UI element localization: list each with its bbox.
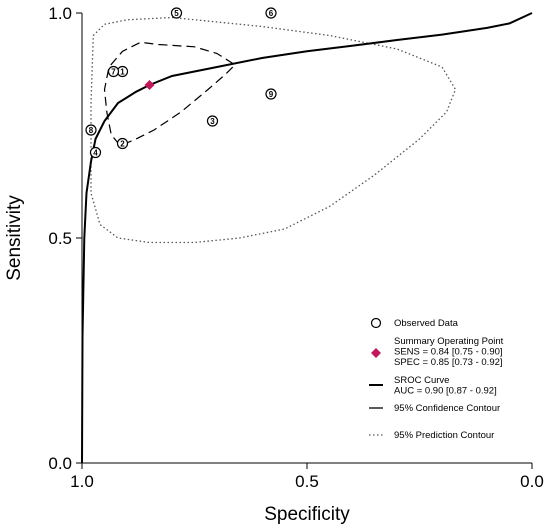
study-marker: [85, 124, 97, 136]
study-point: 7: [107, 65, 120, 78]
y-tick-label: 0.5: [48, 229, 72, 248]
y-tick-label: 1.0: [48, 4, 72, 23]
legend-entry-prediction: 95% Prediction Contour: [369, 430, 494, 441]
summary-operating-point: [144, 80, 155, 90]
study-point: 3: [206, 115, 219, 127]
legend-text: SROC Curve: [394, 375, 449, 386]
study-label: 2: [120, 140, 125, 149]
study-label: 1: [120, 68, 125, 77]
study-marker: [107, 65, 120, 78]
study-point: 4: [89, 146, 102, 159]
study-label: 3: [210, 117, 215, 126]
study-point: 2: [116, 137, 129, 150]
legend-entry-confidence: 95% Confidence Contour: [369, 403, 500, 414]
sroc-curve: [81, 12, 533, 464]
study-label: 8: [89, 126, 94, 135]
legend-text: Summary Operating Point: [394, 336, 504, 347]
legend-observed-symbol: [370, 317, 382, 329]
prediction-contour: [90, 16, 457, 244]
study-marker: [265, 7, 277, 19]
x-tick-label: 0.5: [295, 472, 319, 491]
confidence-contour: [103, 41, 236, 147]
study-marker: [170, 7, 183, 19]
legend-text: SPEC = 0.85 [0.73 - 0.92]: [394, 357, 503, 368]
study-point: 5: [170, 7, 183, 19]
study-point: 8: [85, 124, 97, 136]
legend-text: SENS = 0.84 [0.75 - 0.90]: [394, 347, 503, 358]
plot-area: 1 2 3 4 5 6 7 8 9: [81, 7, 533, 464]
x-tick-label: 1.0: [70, 472, 94, 491]
study-label: 9: [269, 90, 274, 99]
x-axis-title: Specificity: [264, 504, 350, 525]
legend-text: AUC = 0.90 [0.87 - 0.92]: [394, 386, 497, 397]
study-label: 7: [111, 68, 116, 77]
legend-entry-observed: Observed Data: [370, 317, 459, 329]
study-marker: [89, 146, 102, 159]
axis-ticks: 1.0 0.5 0.0 0.0 0.5 1.0: [48, 4, 543, 491]
study-label: 5: [174, 9, 179, 18]
y-axis-title: Sensitivity: [4, 195, 25, 281]
legend-text: Observed Data: [394, 318, 459, 329]
study-point: 9: [265, 88, 277, 100]
x-tick-label: 0.0: [520, 472, 544, 491]
legend-text: 95% Confidence Contour: [394, 403, 500, 414]
study-label: 4: [93, 149, 98, 158]
study-marker: [265, 88, 277, 100]
y-tick-label: 0.0: [48, 454, 72, 473]
legend-text: 95% Prediction Contour: [394, 430, 494, 441]
study-marker: [116, 137, 129, 150]
legend-summary-symbol: [371, 348, 381, 358]
study-point: 6: [265, 7, 277, 19]
legend: Observed Data Summary Operating PointSENS…: [369, 317, 504, 441]
study-marker: [206, 115, 219, 127]
study-label: 6: [269, 9, 274, 18]
